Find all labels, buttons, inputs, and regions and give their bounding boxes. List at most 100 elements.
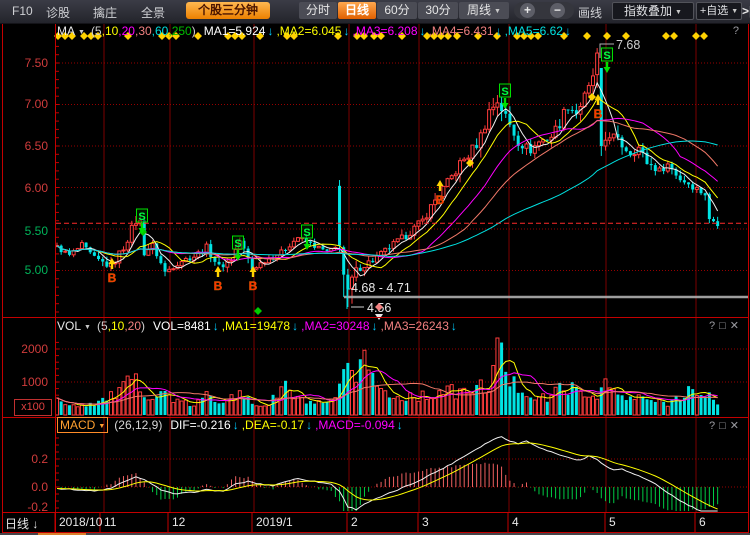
volume-bar (63, 404, 68, 416)
signal-diamond-icon (377, 32, 385, 40)
signal-diamond-icon (437, 32, 445, 40)
volume-bar (159, 391, 163, 415)
sell-arrow-icon (303, 244, 311, 250)
add-watchlist-dropdown[interactable]: +自选 ▼ (696, 2, 742, 20)
candle-body (524, 143, 529, 149)
candle-body (508, 113, 512, 125)
chart-diamond-icon (254, 307, 262, 315)
tab-周线[interactable]: 周线 ▼ (459, 2, 509, 19)
menu-item-3[interactable]: 擒庄 (93, 6, 118, 20)
signal-diamond-icon (158, 32, 166, 40)
dea-line (56, 442, 718, 510)
horizontal-scrollbar[interactable] (0, 533, 750, 535)
help-icon[interactable]: ? (732, 25, 743, 37)
readout-value: VOL=8481 (153, 319, 211, 333)
candle-body (466, 157, 471, 160)
chevron-down-icon: ▼ (731, 8, 739, 15)
macd-indicator-selector[interactable]: MACD ▼ (57, 417, 109, 433)
candle-body (453, 173, 458, 177)
menu-item-2[interactable]: 诊股 (46, 6, 71, 20)
candle-body (67, 251, 71, 255)
sell-arrow-stem (140, 223, 144, 228)
price-ma-line (56, 120, 719, 261)
draw-line-button[interactable]: 画线 (578, 6, 603, 20)
stock-3min-button[interactable]: 个股三分钟 (186, 2, 270, 19)
buy-arrow-icon (108, 258, 116, 264)
date-axis: 日线 ↓ 2018/10 11 12 2019/1 2 3 4 5 6 (0, 513, 750, 532)
volume-bar (229, 394, 234, 416)
volume-bar (71, 404, 76, 416)
candle-body (495, 102, 500, 108)
scrollbar-thumb[interactable] (38, 533, 86, 535)
index-overlay-dropdown[interactable]: 指数叠加 ▼ (612, 2, 694, 20)
candle-body (358, 267, 362, 271)
volume-bar (146, 399, 151, 416)
candle-body (183, 257, 188, 263)
price-ma-line (56, 97, 719, 269)
candle-body (657, 167, 662, 172)
close-icon[interactable]: ✕ (729, 320, 743, 332)
volume-bar (342, 369, 346, 415)
buy-marker-label: B (214, 279, 223, 293)
candle-body (316, 245, 321, 249)
candle-body (441, 185, 446, 198)
volume-bar (196, 399, 201, 416)
signal-diamond-icon (527, 32, 535, 40)
menu-item-1[interactable]: F10 (12, 4, 33, 18)
volume-bar (354, 381, 359, 416)
volume-bar (699, 395, 703, 415)
volume-bar (271, 394, 275, 415)
maximize-icon[interactable]: □ (719, 320, 730, 332)
zoom-out-button[interactable]: − (550, 3, 565, 18)
candle-body (470, 144, 475, 159)
candle-body (570, 109, 574, 111)
chevron-down-icon: ▼ (675, 9, 682, 16)
buy-marker-label: B (436, 193, 445, 207)
tab-日线[interactable]: 日线 (338, 2, 376, 19)
volume-bar (508, 386, 512, 415)
menu-item-4[interactable]: 全景 (141, 6, 166, 20)
candle-body (133, 223, 138, 226)
volume-bar (586, 396, 591, 416)
volume-bar (225, 399, 230, 416)
candle-body (462, 158, 467, 162)
volume-bar (561, 390, 566, 416)
param-segment: ) (141, 319, 145, 333)
ma-params: (5,10,20,30,60,250) (91, 24, 196, 38)
buy-arrow-icon (249, 266, 257, 272)
help-icon[interactable]: ? (709, 420, 720, 432)
candle-body (620, 137, 624, 148)
collapse-panel-icon[interactable]: >| (742, 4, 750, 18)
signal-diamond-icon (256, 32, 264, 40)
candle-body (691, 184, 695, 190)
maximize-icon[interactable]: □ (719, 420, 730, 432)
sell-arrow-icon (138, 228, 146, 234)
vol-indicator-selector[interactable]: VOL ▼ (57, 319, 91, 333)
volume-bar (59, 401, 63, 415)
arrow-down-icon: ↓ (450, 319, 457, 333)
signal-diamond-icon (360, 32, 368, 40)
volume-bar (75, 406, 80, 416)
volume-bar (250, 403, 254, 415)
ma-indicator-selector[interactable]: MA ▼ (57, 24, 85, 38)
tab-分时[interactable]: 分时 (299, 2, 337, 19)
volume-bar (67, 405, 71, 415)
param-segment: (5 (90, 24, 102, 38)
candle-body (229, 259, 234, 262)
tab-60分[interactable]: 60分 (377, 2, 417, 19)
close-icon[interactable]: ✕ (729, 420, 743, 432)
volume-bar (287, 389, 292, 416)
candle-body (590, 75, 595, 87)
volume-bar (424, 398, 429, 416)
period-selector[interactable]: 日线 ↓ (5, 515, 38, 532)
volume-bar (478, 379, 483, 416)
candle-body (179, 261, 184, 267)
zoom-in-button[interactable]: + (520, 3, 535, 18)
param-segment: ) (191, 24, 196, 38)
volume-bar (678, 400, 682, 415)
help-icon[interactable]: ? (709, 320, 720, 332)
signal-diamond-icon (194, 32, 202, 40)
main-pane-icons: ? (733, 25, 743, 37)
tab-30分[interactable]: 30分 (418, 2, 458, 19)
readout-value: ,MACD=-0.094 (315, 418, 395, 432)
